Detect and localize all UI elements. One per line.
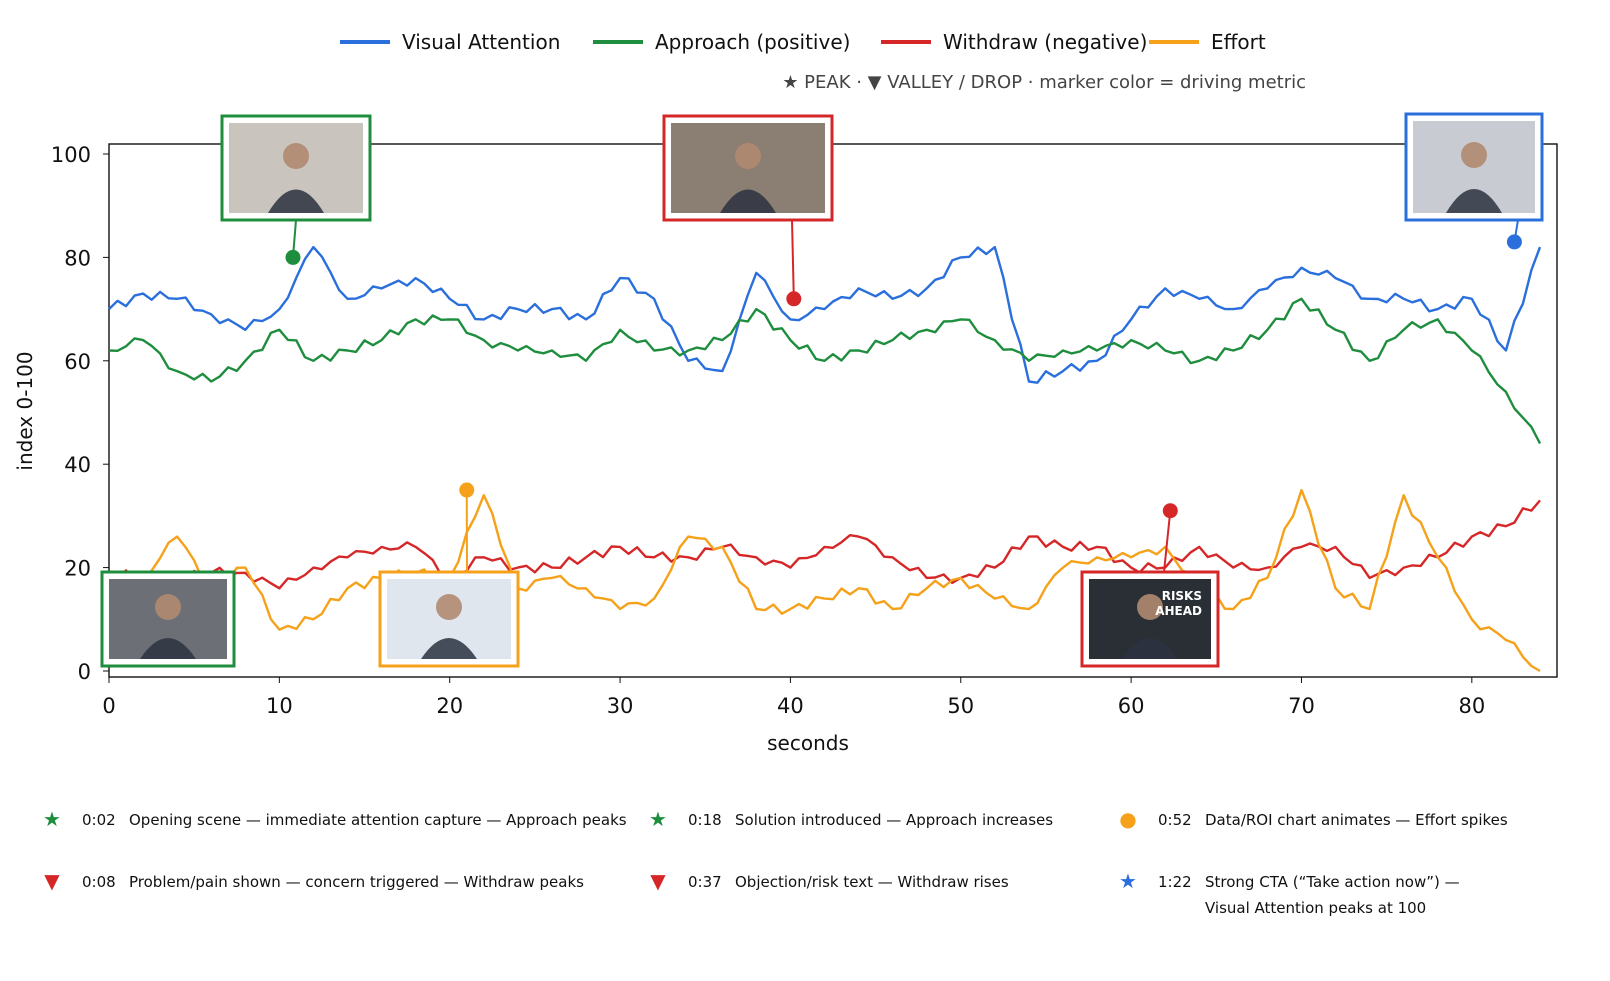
x-tick-label: 0 [102, 694, 115, 718]
thumb-caption: RISKS [1162, 589, 1202, 603]
annotation-symbol: ▼ [650, 869, 666, 893]
annotation-time: 0:37 [688, 873, 722, 891]
thumb-caption: AHEAD [1155, 604, 1202, 618]
y-tick-label: 100 [51, 143, 91, 167]
marker-connector [792, 220, 794, 299]
x-tick-label: 20 [436, 694, 463, 718]
annotation-text: Data/ROI chart animates — Effort spikes [1205, 811, 1508, 829]
x-tick-label: 40 [777, 694, 804, 718]
annotation-time: 1:22 [1158, 873, 1192, 891]
annotation-symbol: ▼ [44, 869, 60, 893]
annotation-item: ▼ 0:37 Objection/risk text — Withdraw rise… [650, 869, 1009, 893]
annotation-time: 0:02 [82, 811, 116, 829]
x-tick-label: 70 [1288, 694, 1315, 718]
x-tick-label: 60 [1118, 694, 1145, 718]
series-line-3 [109, 490, 1540, 671]
annotation-item: ★ 0:18 Solution introduced — Approach incr… [649, 807, 1053, 831]
x-tick-label: 30 [607, 694, 634, 718]
y-tick-label: 80 [64, 246, 91, 270]
annotation-item: ★ 1:22 Strong CTA (“Take action now”) — Vis… [1119, 869, 1460, 917]
annotation-item: ★ 0:02 Opening scene — immediate attention… [43, 807, 627, 831]
roi-chart-thumbnail [380, 572, 518, 666]
event-marker-4 [1163, 503, 1178, 518]
annotation-symbol: ★ [43, 807, 61, 831]
y-axis: 0 20 40 60 80 100 [51, 143, 109, 684]
annotation-item: ▼ 0:08 Problem/pain shown — concern trigge… [44, 869, 584, 893]
annotation-text: Problem/pain shown — concern triggered —… [129, 873, 584, 891]
series-line-1 [109, 299, 1540, 444]
annotation-time: 0:08 [82, 873, 116, 891]
annotation-text: Opening scene — immediate attention capt… [129, 811, 627, 829]
series-line-2 [109, 500, 1540, 588]
y-tick-label: 60 [64, 350, 91, 374]
annotation-text: Solution introduced — Approach increases [735, 811, 1053, 829]
annotation-symbol: ★ [1119, 869, 1137, 893]
annotation-symbol: ★ [649, 807, 667, 831]
x-axis-label: seconds [767, 731, 849, 755]
businesswoman-portrait-thumbnail [222, 116, 370, 220]
pointing-man-thumbnail [1406, 114, 1542, 220]
marker-legend: ★ PEAK · ▼ VALLEY / DROP · marker color … [782, 72, 1306, 93]
annotation-text-line2: Visual Attention peaks at 100 [1205, 899, 1426, 917]
stressed-man-thumbnail [102, 572, 234, 666]
y-axis-label: index 0-100 [13, 351, 37, 470]
legend: Visual Attention Approach (positive) Withd… [340, 30, 1266, 54]
series-line-0 [109, 247, 1540, 383]
annotation-time: 0:52 [1158, 811, 1192, 829]
annotation-item: ● 0:52 Data/ROI chart animates — Effort sp… [1119, 807, 1508, 831]
x-tick-label: 50 [947, 694, 974, 718]
team-meeting-thumbnail [664, 116, 832, 220]
y-tick-label: 20 [64, 557, 91, 581]
y-tick-label: 40 [64, 453, 91, 477]
x-tick-label: 10 [266, 694, 293, 718]
event-marker-0 [285, 250, 300, 265]
x-axis: 0 10 20 30 40 50 60 70 80 [102, 677, 1485, 718]
event-markers [285, 220, 1521, 572]
event-marker-1 [786, 291, 801, 306]
legend-label-2: Withdraw (negative) [943, 30, 1147, 54]
plot-frame [109, 144, 1557, 677]
legend-label-1: Approach (positive) [655, 30, 850, 54]
event-marker-2 [1507, 234, 1522, 249]
annotation-text: Strong CTA (“Take action now”) — [1205, 873, 1460, 891]
annotation-text: Objection/risk text — Withdraw rises [735, 873, 1009, 891]
legend-label-3: Effort [1211, 30, 1266, 54]
series-lines [109, 247, 1540, 671]
x-tick-label: 80 [1458, 694, 1485, 718]
annotation-symbol: ● [1119, 807, 1136, 831]
annotation-list: ★ 0:02 Opening scene — immediate attention… [43, 807, 1508, 917]
annotation-time: 0:18 [688, 811, 722, 829]
legend-label-0: Visual Attention [402, 30, 560, 54]
event-marker-3 [459, 483, 474, 498]
y-tick-label: 0 [78, 660, 91, 684]
